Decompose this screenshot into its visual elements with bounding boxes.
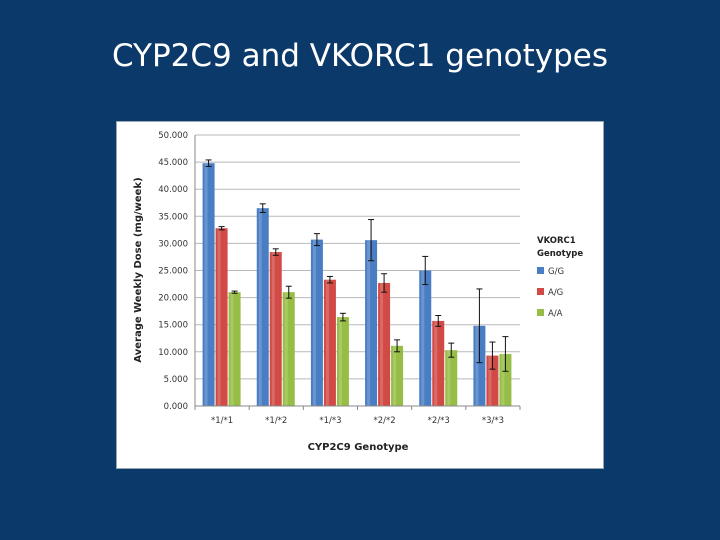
y-tick-label: 40.000 (158, 185, 188, 195)
y-tick-label: 25.000 (158, 267, 188, 277)
bar-AG (269, 252, 282, 406)
x-tick-label: *3/*3 (482, 416, 504, 426)
bars (202, 163, 512, 406)
bar-AA (445, 350, 458, 406)
legend-swatch (537, 267, 544, 274)
x-tick-label: *1/*3 (319, 416, 341, 426)
legend-title-line2: Genotype (537, 249, 583, 259)
y-tick-label: 15.000 (158, 321, 188, 331)
bar-highlight (204, 163, 208, 406)
x-tick-label: *1/*1 (211, 416, 233, 426)
y-tick-label: 50.000 (158, 131, 188, 141)
bar-highlight (284, 292, 288, 406)
error-bars (205, 159, 509, 372)
gridlines (195, 134, 520, 407)
bar-highlight (217, 228, 221, 406)
bar-AA (391, 345, 404, 406)
bar-highlight (230, 292, 234, 406)
bar-highlight (380, 282, 384, 406)
slide-title: CYP2C9 and VKORC1 genotypes (111, 38, 609, 74)
bar-AA (282, 292, 295, 406)
chart-panel: 0.000 5.000 10.000 15.000 20.000 25.000 30.000… (116, 121, 604, 469)
legend-label: A/G (548, 288, 563, 298)
bar-AA (499, 353, 512, 406)
y-tick-label: 30.000 (158, 239, 188, 249)
legend: VKORC1 Genotype G/G A/G A/A (537, 236, 583, 319)
x-tick-label: *1/*2 (265, 416, 287, 426)
bar-highlight (312, 239, 316, 406)
bar-highlight (271, 252, 275, 406)
legend-label: A/A (548, 309, 563, 319)
y-tick-label: 20.000 (158, 294, 188, 304)
axes (194, 135, 521, 410)
y-tick-label: 45.000 (158, 158, 188, 168)
x-axis-label: CYP2C9 Genotype (308, 442, 409, 453)
y-tick-label: 5.000 (164, 375, 188, 385)
bar-highlight (338, 317, 342, 406)
bar-highlight (447, 350, 451, 406)
bar-GG (310, 239, 323, 406)
y-tick-label: 0.000 (164, 402, 188, 412)
y-axis-label: Average Weekly Dose (mg/week) (133, 177, 144, 362)
bar-highlight (475, 325, 479, 406)
bar-AG (323, 279, 336, 406)
legend-label: G/G (548, 267, 564, 277)
y-tick-label: 10.000 (158, 348, 188, 358)
bar-GG (202, 163, 215, 406)
bar-AG (215, 228, 228, 406)
bar-highlight (367, 240, 371, 406)
bar-GG (256, 208, 269, 406)
bar-highlight (325, 279, 329, 406)
bar-AG (378, 282, 391, 406)
bar-highlight (434, 320, 438, 406)
bar-GG (419, 270, 432, 406)
bar-chart: 0.000 5.000 10.000 15.000 20.000 25.000 30.000… (133, 131, 583, 453)
bar-AG (486, 355, 499, 406)
bar-GG (473, 325, 486, 406)
bar-highlight (421, 270, 425, 406)
bar-AG (432, 320, 445, 406)
bar-highlight (488, 355, 492, 406)
bar-highlight (393, 345, 397, 406)
legend-swatch (537, 288, 544, 295)
x-tick-label: *2/*3 (428, 416, 450, 426)
bar-AA (336, 317, 349, 406)
bar-highlight (501, 353, 505, 406)
bar-AA (228, 292, 241, 406)
tick-labels: 0.000 5.000 10.000 15.000 20.000 25.000 30.000… (158, 131, 504, 426)
x-tick-label: *2/*2 (373, 416, 395, 426)
legend-swatch (537, 309, 544, 316)
bar-highlight (258, 208, 262, 406)
y-tick-label: 35.000 (158, 212, 188, 222)
legend-title-line1: VKORC1 (537, 236, 576, 246)
bar-GG (365, 240, 378, 406)
